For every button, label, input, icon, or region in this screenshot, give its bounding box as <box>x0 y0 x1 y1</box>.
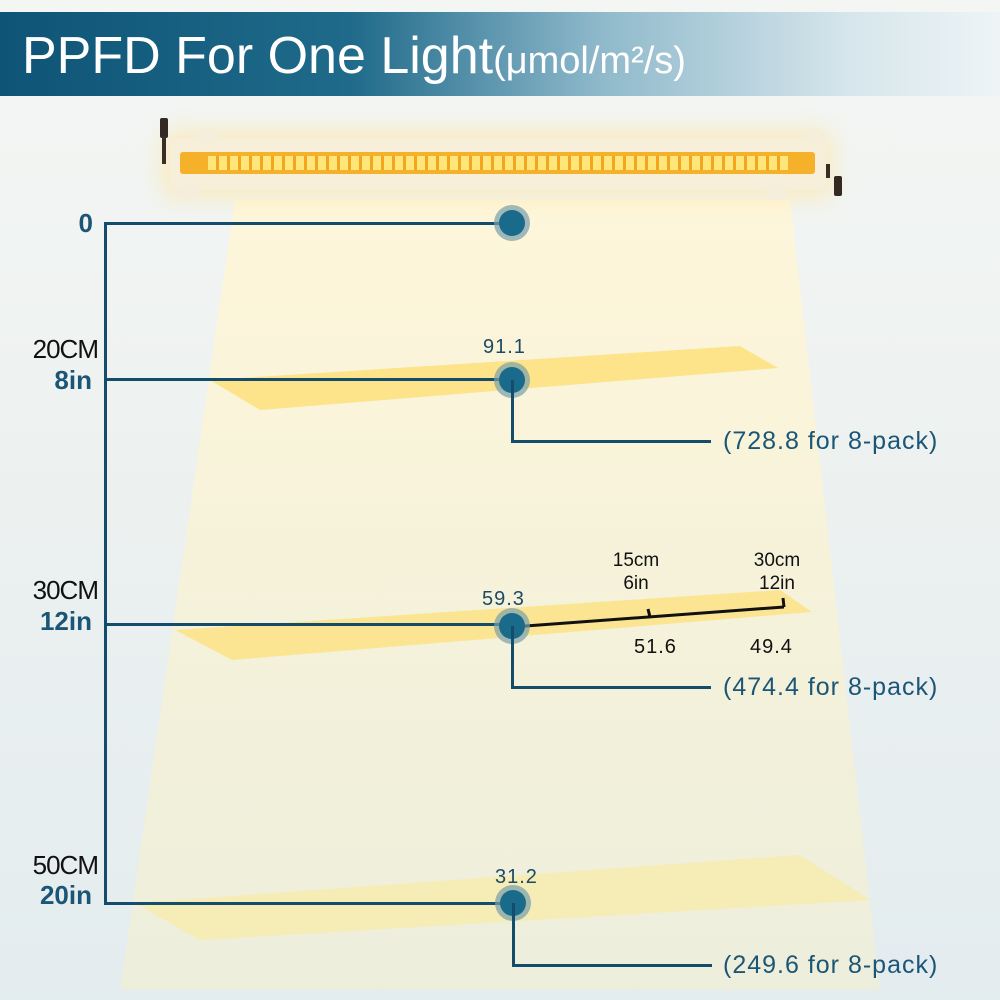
cable-left <box>162 136 166 164</box>
led-strip <box>208 156 788 170</box>
title-banner: PPFD For One Light(μmol/m²/s) <box>0 12 1000 96</box>
mount-tab <box>178 184 200 200</box>
connector-right <box>834 176 842 196</box>
ppfd-value-50cm: 31.2 <box>495 866 538 888</box>
callout-line-30cm <box>511 626 514 688</box>
callout-line-50cm <box>512 903 515 966</box>
offset-value-15cm: 51.6 <box>634 636 677 658</box>
level-line-20cm <box>104 378 512 381</box>
page-title: PPFD For One Light(μmol/m²/s) <box>22 26 686 91</box>
distance-axis <box>104 222 107 905</box>
mount-tab <box>766 184 788 200</box>
horizontal-offset-line <box>512 597 786 629</box>
callout-line-30cm-h <box>511 686 711 689</box>
light-tube <box>180 152 815 174</box>
distance-label-30cm: 30CM <box>32 575 99 605</box>
mount-tab <box>196 128 218 144</box>
callout-line-20cm <box>511 380 514 442</box>
ppfd-value-20cm: 91.1 <box>483 336 526 358</box>
offset-15cm-text: 15cm <box>612 550 660 571</box>
distance-label-8in: 8in <box>54 365 92 395</box>
offset-label-30cm: 30cm 12in <box>744 549 810 595</box>
mount-tab <box>804 128 826 144</box>
callout-line-50cm-h <box>512 964 712 967</box>
unit-text: (μmol/m²/s) <box>493 40 686 82</box>
measure-point-0 <box>499 210 525 236</box>
connector-left <box>160 118 168 138</box>
level-line-30cm <box>104 623 512 626</box>
distance-label-12in: 12in <box>39 606 92 636</box>
offset-12in-text: 12in <box>759 573 795 594</box>
ppfd-value-30cm: 59.3 <box>482 588 525 610</box>
distance-label-50cm: 50CM <box>32 850 99 880</box>
distance-label-0: 0 <box>78 208 93 238</box>
pack-value-30cm: (474.4 for 8-pack) <box>723 673 939 701</box>
callout-line-20cm-h <box>511 440 711 443</box>
pack-value-50cm: (249.6 for 8-pack) <box>723 951 939 979</box>
pack-value-20cm: (728.8 for 8-pack) <box>723 427 939 455</box>
offset-value-30cm: 49.4 <box>750 636 793 658</box>
level-line-0 <box>104 222 512 225</box>
level-line-50cm <box>104 902 512 905</box>
cable-right <box>826 164 830 178</box>
offset-30cm-text: 30cm <box>753 550 801 571</box>
offset-6in-text: 6in <box>623 573 649 594</box>
distance-label-20in: 20in <box>39 880 92 910</box>
led-light-bar <box>170 138 825 190</box>
offset-label-15cm: 15cm 6in <box>606 549 666 595</box>
title-text: PPFD For One Light <box>22 27 494 85</box>
distance-label-20cm: 20CM <box>32 334 99 364</box>
